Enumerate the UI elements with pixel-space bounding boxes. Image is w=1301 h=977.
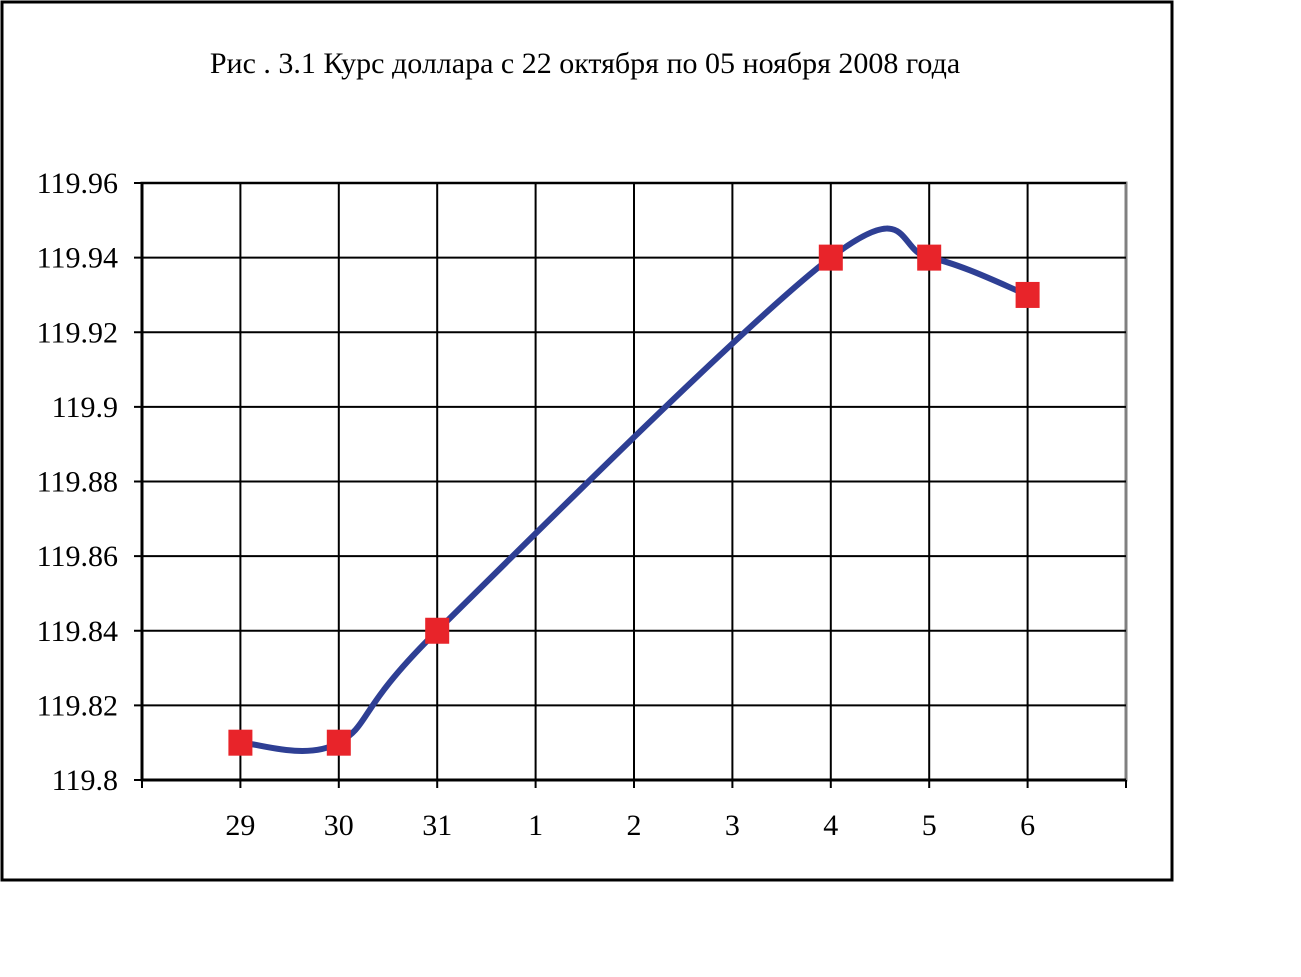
y-tick-label: 119.88 [37,466,118,499]
x-tick-label: 6 [1020,809,1035,842]
x-tick-label: 5 [922,809,937,842]
y-tick-label: 119.9 [52,391,118,424]
x-tick-label: 1 [528,809,543,842]
chart-title: Рис . 3.1 Курс доллара с 22 октября по 0… [210,47,960,80]
y-tick-label: 119.8 [52,764,118,797]
x-tick-label: 30 [324,809,354,842]
plot-grid [140,181,1128,782]
x-tick-label: 31 [422,809,452,842]
data-point-marker [326,729,351,756]
y-axis-ticks: 119.96 119.94 119.92 119.9 119.88 119.86 119.8… [37,167,142,797]
data-point-marker [228,729,253,756]
y-tick-label: 119.82 [37,689,118,722]
y-tick-label: 119.84 [37,615,118,648]
y-tick-label: 119.96 [37,167,118,200]
y-tick-label: 119.86 [37,540,118,573]
data-point-marker [917,244,942,271]
y-tick-label: 119.92 [37,316,118,349]
y-tick-label: 119.94 [37,242,118,275]
x-tick-label: 3 [725,809,740,842]
data-point-marker [425,617,450,644]
x-tick-label: 29 [225,809,255,842]
x-tick-label: 4 [823,809,838,842]
series-layer [228,225,1040,756]
x-tick-label: 2 [627,809,642,842]
data-point-marker [1015,281,1040,308]
data-point-marker [818,244,843,271]
chart-frame [0,0,1174,882]
x-axis-ticks: 29 30 31 1 2 3 4 5 6 [141,780,1127,842]
